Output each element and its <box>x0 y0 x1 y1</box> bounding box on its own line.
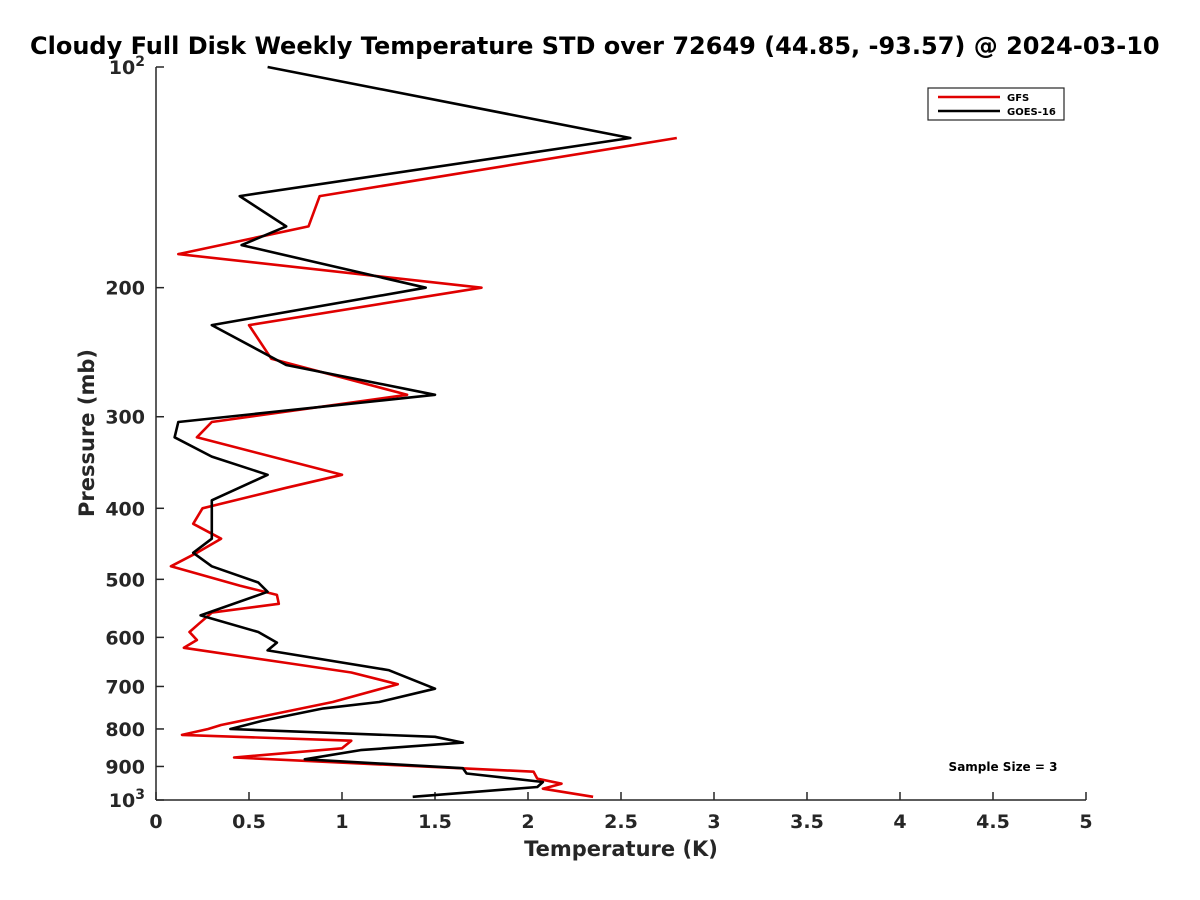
x-tick-label: 4.5 <box>976 811 1010 833</box>
y-axis-label: Pressure (mb) <box>75 349 99 517</box>
x-tick-label: 2 <box>521 811 534 833</box>
x-tick-label: 1.5 <box>418 811 452 833</box>
x-axis-ticks: 0 0.5 1 1.5 2 2.5 3 3.5 4 4.5 5 <box>149 792 1093 833</box>
legend-label-goes16: GOES-16 <box>1007 107 1056 118</box>
legend: GFS GOES-16 <box>927 87 1065 121</box>
plot-frame <box>155 67 1086 801</box>
y-tick-label: 900 <box>105 756 145 778</box>
series-line-goes-16 <box>173 65 632 799</box>
y-axis-ticks: 102 200 300 400 500 600 700 800 900 103 <box>105 54 164 812</box>
y-tick-label: 200 <box>105 278 145 300</box>
x-tick-label: 2.5 <box>604 811 638 833</box>
chart-title: Cloudy Full Disk Weekly Temperature STD … <box>30 32 1160 60</box>
x-tick-label: 3.5 <box>790 811 824 833</box>
legend-box <box>927 87 1065 121</box>
y-tick-label: 102 <box>109 54 145 79</box>
x-tick-label: 1 <box>335 811 348 833</box>
y-tick-label: 800 <box>105 719 145 741</box>
x-tick-label: 5 <box>1079 811 1092 833</box>
y-tick-label: 500 <box>105 569 145 591</box>
legend-label-gfs: GFS <box>1007 93 1029 104</box>
series-group <box>169 65 678 799</box>
y-tick-label: 103 <box>109 787 145 812</box>
y-tick-label: 600 <box>105 627 145 649</box>
x-axis-label: Temperature (K) <box>524 837 718 861</box>
y-tick-label: 400 <box>105 498 145 520</box>
y-tick-label: 300 <box>105 407 145 429</box>
y-tick-label: 700 <box>105 676 145 698</box>
x-tick-label: 0.5 <box>232 811 266 833</box>
x-tick-label: 3 <box>707 811 720 833</box>
sample-size-annotation: Sample Size = 3 <box>949 760 1058 774</box>
x-tick-label: 0 <box>149 811 162 833</box>
x-tick-label: 4 <box>893 811 906 833</box>
